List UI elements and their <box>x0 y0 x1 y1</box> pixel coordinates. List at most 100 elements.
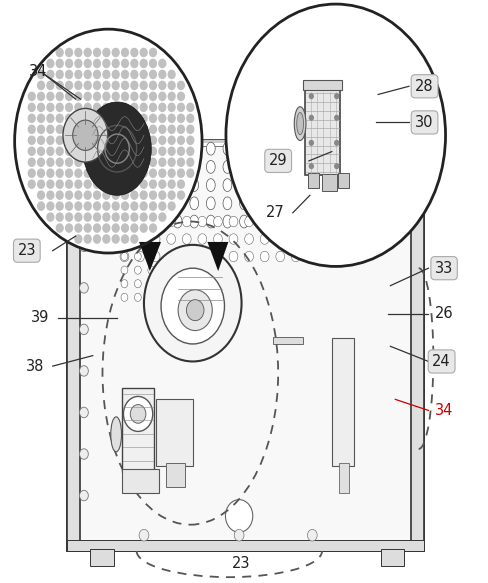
Ellipse shape <box>297 113 304 135</box>
Circle shape <box>122 235 128 243</box>
Circle shape <box>276 251 285 262</box>
Circle shape <box>47 136 54 145</box>
Circle shape <box>335 141 339 145</box>
Circle shape <box>103 114 110 122</box>
Circle shape <box>122 48 128 57</box>
Ellipse shape <box>289 215 298 228</box>
Ellipse shape <box>173 215 182 228</box>
Circle shape <box>103 48 110 57</box>
Circle shape <box>187 158 194 166</box>
Text: 23: 23 <box>18 243 36 258</box>
Circle shape <box>80 407 88 417</box>
Circle shape <box>75 81 82 89</box>
Circle shape <box>159 81 166 89</box>
Circle shape <box>214 234 223 244</box>
Circle shape <box>65 169 72 177</box>
Bar <box>77 146 412 542</box>
Bar <box>305 89 340 175</box>
Circle shape <box>131 169 138 177</box>
Circle shape <box>159 125 166 134</box>
Text: 23: 23 <box>232 556 251 571</box>
Circle shape <box>75 92 82 100</box>
Circle shape <box>84 71 91 79</box>
Circle shape <box>131 48 138 57</box>
Circle shape <box>159 213 166 221</box>
Ellipse shape <box>294 107 306 141</box>
Bar <box>381 549 404 566</box>
Circle shape <box>131 71 138 79</box>
Circle shape <box>121 293 128 301</box>
Circle shape <box>186 300 204 321</box>
Circle shape <box>112 147 119 155</box>
Text: 28: 28 <box>415 79 434 94</box>
Circle shape <box>291 216 300 227</box>
Ellipse shape <box>256 160 265 173</box>
Circle shape <box>131 81 138 89</box>
Ellipse shape <box>273 215 282 228</box>
Circle shape <box>260 234 269 244</box>
Ellipse shape <box>206 215 215 228</box>
Circle shape <box>183 234 191 244</box>
Circle shape <box>178 81 184 89</box>
Circle shape <box>47 147 54 155</box>
Circle shape <box>140 81 147 89</box>
Circle shape <box>121 266 128 274</box>
Circle shape <box>244 234 253 244</box>
Circle shape <box>94 147 101 155</box>
Circle shape <box>178 136 184 145</box>
Circle shape <box>140 59 147 68</box>
Circle shape <box>103 180 110 188</box>
Circle shape <box>94 235 101 243</box>
Ellipse shape <box>273 197 282 210</box>
Circle shape <box>140 169 147 177</box>
Circle shape <box>47 202 54 210</box>
Circle shape <box>168 125 175 134</box>
Circle shape <box>150 213 157 221</box>
Circle shape <box>84 191 91 199</box>
Circle shape <box>56 92 63 100</box>
Ellipse shape <box>240 178 248 191</box>
Circle shape <box>168 71 175 79</box>
Text: 30: 30 <box>415 115 434 130</box>
Circle shape <box>168 103 175 111</box>
Circle shape <box>178 169 184 177</box>
Circle shape <box>159 180 166 188</box>
Bar <box>303 80 342 90</box>
Ellipse shape <box>190 142 199 155</box>
Circle shape <box>159 158 166 166</box>
Circle shape <box>260 251 269 262</box>
Circle shape <box>47 114 54 122</box>
Circle shape <box>103 103 110 111</box>
Circle shape <box>112 169 119 177</box>
Circle shape <box>28 92 35 100</box>
Circle shape <box>65 114 72 122</box>
Circle shape <box>103 81 110 89</box>
Circle shape <box>225 500 253 532</box>
Ellipse shape <box>240 197 248 210</box>
Circle shape <box>178 180 184 188</box>
Circle shape <box>94 125 101 134</box>
Circle shape <box>56 125 63 134</box>
Circle shape <box>130 405 146 423</box>
Text: 38: 38 <box>26 359 44 374</box>
Circle shape <box>159 92 166 100</box>
Circle shape <box>94 114 101 122</box>
Circle shape <box>134 293 142 301</box>
Circle shape <box>84 202 91 210</box>
Circle shape <box>187 169 194 177</box>
Circle shape <box>150 202 157 210</box>
Circle shape <box>65 125 72 134</box>
Bar <box>308 173 319 188</box>
Ellipse shape <box>157 178 165 191</box>
Circle shape <box>120 251 129 262</box>
Ellipse shape <box>323 178 331 191</box>
Circle shape <box>84 213 91 221</box>
Circle shape <box>140 103 147 111</box>
Circle shape <box>65 81 72 89</box>
Ellipse shape <box>256 197 265 210</box>
Circle shape <box>103 136 110 145</box>
Circle shape <box>38 136 44 145</box>
Circle shape <box>103 191 110 199</box>
Ellipse shape <box>223 160 232 173</box>
Ellipse shape <box>173 142 182 155</box>
